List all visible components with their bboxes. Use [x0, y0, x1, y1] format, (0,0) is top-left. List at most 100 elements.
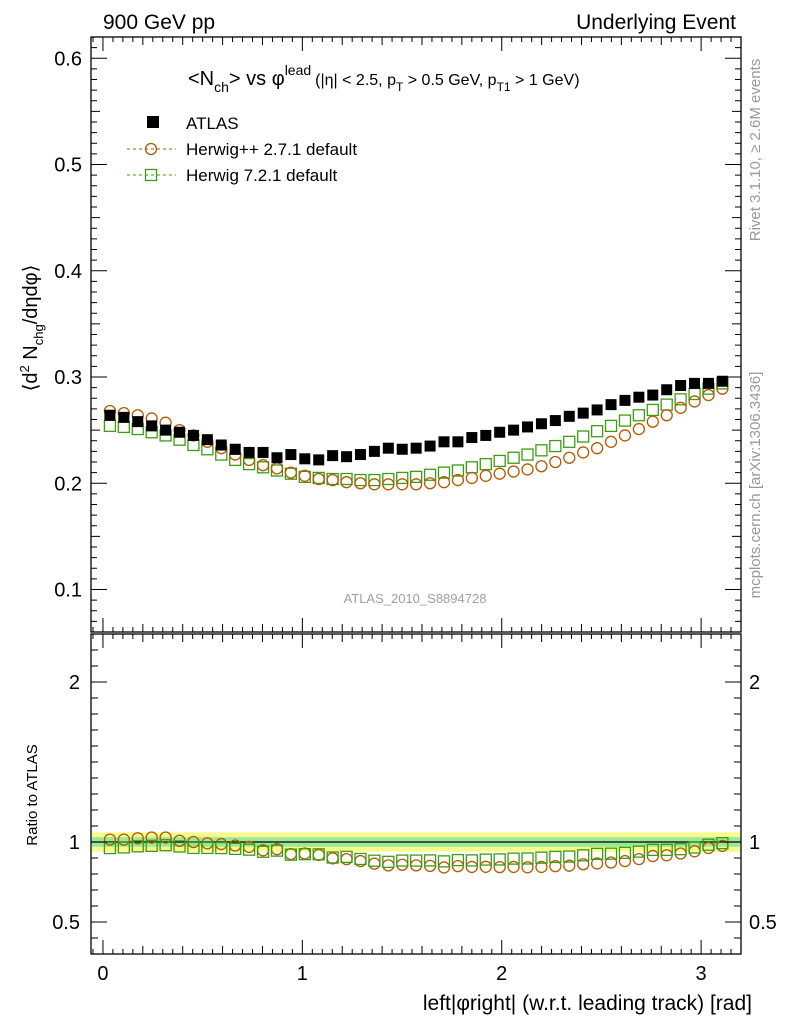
ratio-y-tick-label-left: 1: [69, 832, 80, 854]
herwigpp-ratio-point: [590, 857, 604, 870]
herwigpp-point: [326, 473, 339, 487]
herwig7-point: [396, 471, 409, 485]
y-tick-label: 0.4: [54, 261, 82, 283]
herwig7-point: [563, 435, 576, 448]
atlas-point: [716, 375, 728, 387]
herwig7-ratio-point: [173, 840, 186, 853]
herwig7-point: [632, 409, 646, 422]
herwig7-point: [340, 472, 353, 486]
herwigpp-point: [563, 451, 576, 464]
herwigpp-ratio-point: [604, 856, 618, 869]
atlas-point: [675, 380, 687, 391]
herwigpp-ratio-point: [632, 852, 646, 866]
herwig7-point: [493, 454, 506, 468]
herwig7-point: [465, 461, 478, 474]
herwigpp-point: [604, 435, 618, 448]
herwigpp-point: [674, 401, 687, 414]
x-axis-label: left|φright| (w.r.t. leading track) [rad…: [423, 992, 752, 1015]
herwigpp-point: [632, 422, 646, 436]
herwig7-ratio-point: [702, 838, 715, 851]
y-tick-label: 0.2: [54, 473, 82, 495]
herwigpp-ratio-point: [465, 860, 478, 874]
ratio-y-tick-label-right: 1: [749, 832, 760, 854]
herwigpp-ratio-point: [131, 832, 144, 845]
legend-marker-herwig7: [144, 168, 158, 182]
herwigpp-ratio-point: [577, 858, 590, 871]
herwig7-ratio-point: [410, 854, 423, 867]
herwig7-point: [618, 414, 632, 427]
herwig7-ratio-point: [201, 841, 214, 855]
herwig7-point: [242, 457, 256, 471]
atlas-point: [257, 446, 269, 458]
herwig7-ratio-point: [159, 839, 172, 852]
herwig7-ratio-point: [256, 845, 270, 858]
herwig7-ratio-point: [298, 848, 311, 861]
herwigpp-point: [549, 455, 562, 469]
herwig7-ratio-point: [451, 853, 465, 867]
herwigpp-point: [312, 472, 325, 486]
atlas-point: [577, 407, 589, 419]
herwig7-point: [451, 464, 465, 477]
series-layer: [103, 375, 729, 874]
herwigpp-point: [577, 446, 590, 459]
atlas-point: [285, 449, 297, 461]
header-left: 900 GeV pp: [103, 11, 215, 34]
legend-label-atlas: ATLAS: [186, 114, 239, 133]
herwig7-point: [549, 439, 562, 453]
axes-layer: 0 1 2 3 0.1 0.2 0.3 0.4 0.5 0.6 0.5 0.5 1 1 2 2: [52, 36, 777, 985]
herwigpp-ratio-point: [382, 859, 395, 872]
herwig7-ratio-point: [646, 843, 659, 856]
herwigpp-point: [521, 463, 534, 476]
atlas-point: [215, 439, 227, 451]
herwig7-ratio-point: [465, 854, 478, 867]
atlas-point: [132, 416, 144, 428]
atlas-point: [229, 443, 241, 455]
herwig7-ratio-point: [382, 855, 395, 868]
herwigpp-ratio-point: [103, 833, 117, 846]
herwig7-ratio-point: [660, 843, 673, 856]
herwig7-point: [479, 457, 492, 471]
herwig7-point: [437, 466, 451, 479]
atlas-point: [702, 377, 714, 389]
atlas-point: [368, 445, 380, 457]
atlas-point: [591, 404, 603, 416]
atlas-point: [647, 389, 659, 401]
atlas-point: [118, 411, 130, 423]
atlas-point: [327, 450, 339, 462]
herwigpp-ratio-point: [145, 831, 158, 844]
herwig7-ratio-point: [618, 846, 632, 860]
herwig7-ratio-point: [187, 841, 200, 855]
herwig7-point: [215, 448, 228, 461]
herwig7-point: [354, 473, 367, 487]
legend-label-herwigpp: Herwig++ 2.7.1 default: [186, 140, 357, 159]
herwigpp-point: [479, 469, 492, 482]
herwig7-ratio-point: [284, 848, 298, 861]
herwigpp-point: [256, 459, 270, 472]
herwig7-ratio-point: [117, 841, 130, 854]
herwigpp-point: [618, 429, 632, 442]
atlas-point: [661, 384, 673, 396]
herwigpp-point: [410, 478, 423, 491]
herwigpp-point: [437, 476, 451, 489]
herwigpp-ratio-point: [117, 833, 130, 846]
herwigpp-point: [507, 465, 520, 478]
x-tick-label: 0: [97, 963, 108, 985]
atlas-point: [633, 391, 645, 403]
atlas-point: [466, 432, 478, 444]
herwigpp-ratio-point: [507, 860, 520, 874]
rivet-version-label: Rivet 3.1.10, ≥ 2.6M events: [747, 59, 764, 242]
herwig7-point: [382, 472, 395, 486]
atlas-point: [480, 429, 492, 441]
atlas-point: [243, 446, 255, 458]
atlas-point: [605, 399, 617, 411]
herwig7-point: [423, 468, 437, 481]
y-tick-label: 0.3: [54, 367, 82, 389]
atlas-point: [494, 426, 506, 438]
atlas-point: [104, 409, 116, 421]
herwigpp-ratio-point: [549, 860, 562, 873]
herwig7-ratio-point: [229, 842, 242, 856]
herwig7-ratio-point: [103, 841, 117, 855]
atlas-point: [396, 443, 408, 455]
analysis-watermark: ATLAS_2010_S8894728: [344, 591, 487, 606]
